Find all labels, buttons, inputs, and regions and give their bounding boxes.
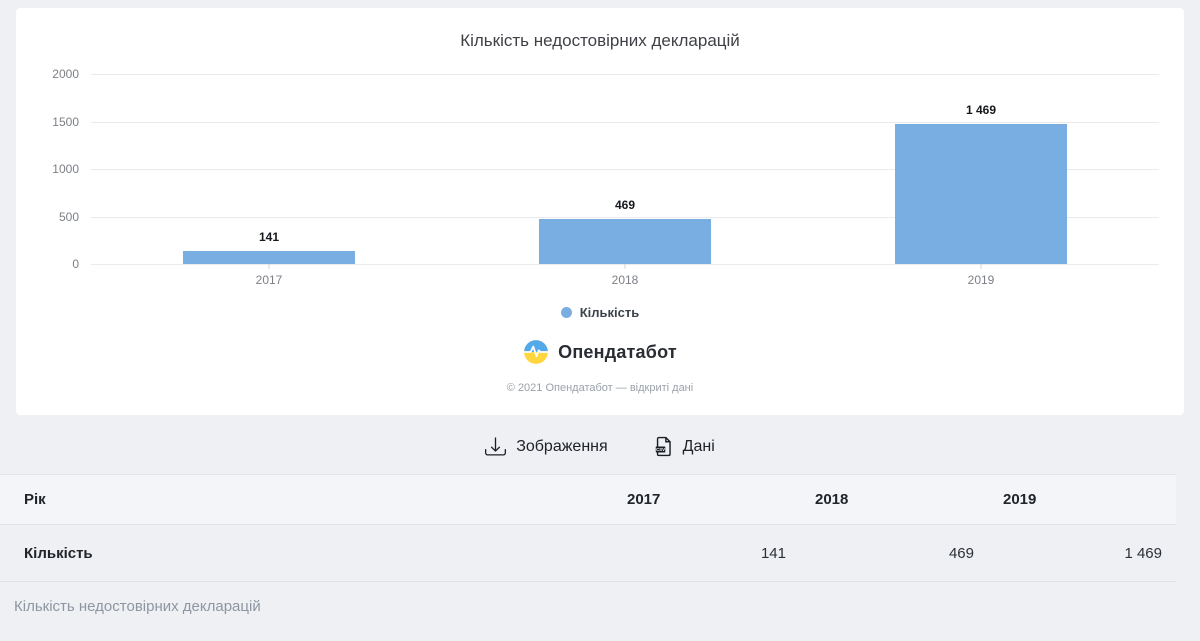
legend-item[interactable]: Кількість [16,305,1184,320]
y-gridline [91,169,1159,170]
x-axis-tick-label: 2018 [611,273,639,287]
table-header-row: Рік 2017 2018 2019 [0,474,1176,525]
y-axis-tick-label: 500 [58,209,79,224]
plot-area: 0 500 1000 1500 2000 141 2017 469 2018 1 469 2019 [52,67,1159,287]
x-axis-tick [624,264,626,269]
y-axis-tick-label: 1000 [52,162,79,176]
download-data-button[interactable]: CSV Дані [654,436,715,457]
data-table: Рік 2017 2018 2019 Кількість 141 469 1 469 [0,474,1176,582]
x-axis-tick [980,264,982,269]
svg-text:CSV: CSV [656,447,665,452]
bar-2018[interactable] [539,219,711,264]
table-header-year: 2018 [815,491,849,508]
table-header-year: 2019 [1003,491,1037,508]
table-row: Кількість 141 469 1 469 [0,525,1176,582]
table-cell-value: 1 469 [1124,544,1162,562]
chart-caption: Кількість недостовірних декларацій [14,598,261,615]
chart-title: Кількість недостовірних декларацій [460,31,740,50]
download-image-label: Зображення [516,437,608,455]
bar-value-label: 1 469 [965,103,997,117]
opendatabot-logo-icon [523,339,549,365]
chart-card: Кількість недостовірних декларацій 0 500 1… [16,8,1184,415]
y-gridline [91,216,1159,218]
download-icon [485,436,507,457]
y-axis-tick-label: 0 [72,257,79,271]
x-axis-tick [268,264,270,269]
brand: Опендатабот [16,339,1184,365]
x-axis-tick-label: 2017 [255,273,283,287]
brand-name: Опендатабот [558,341,677,362]
bar-value-label: 469 [614,198,636,212]
y-gridline [91,121,1159,123]
x-axis-tick-label: 2019 [967,273,995,287]
table-cell-value: 469 [948,544,974,562]
legend-label: Кількість [579,305,640,320]
csv-file-icon: CSV [654,436,673,457]
legend-swatch [560,307,572,318]
table-header-rik: Рік [24,491,46,508]
download-data-label: Дані [682,437,715,455]
download-image-button[interactable]: Зображення [485,436,608,457]
y-axis-tick-label: 2000 [52,67,79,81]
y-axis-tick-label: 1500 [52,114,79,129]
export-toolbar: Зображення CSV Дані [0,436,1200,457]
table-header-year: 2017 [627,491,661,508]
table-cell-value: 141 [760,544,786,562]
table-row-label: Кількість [24,544,93,562]
bar-value-label: 141 [258,230,280,244]
bar-2017[interactable] [182,251,355,264]
bar-2019[interactable] [895,124,1067,264]
y-gridline [91,74,1159,75]
copyright-line: © 2021 Опендатабот — відкриті дані [506,382,694,394]
table-body: Кількість 141 469 1 469 [0,525,1176,582]
